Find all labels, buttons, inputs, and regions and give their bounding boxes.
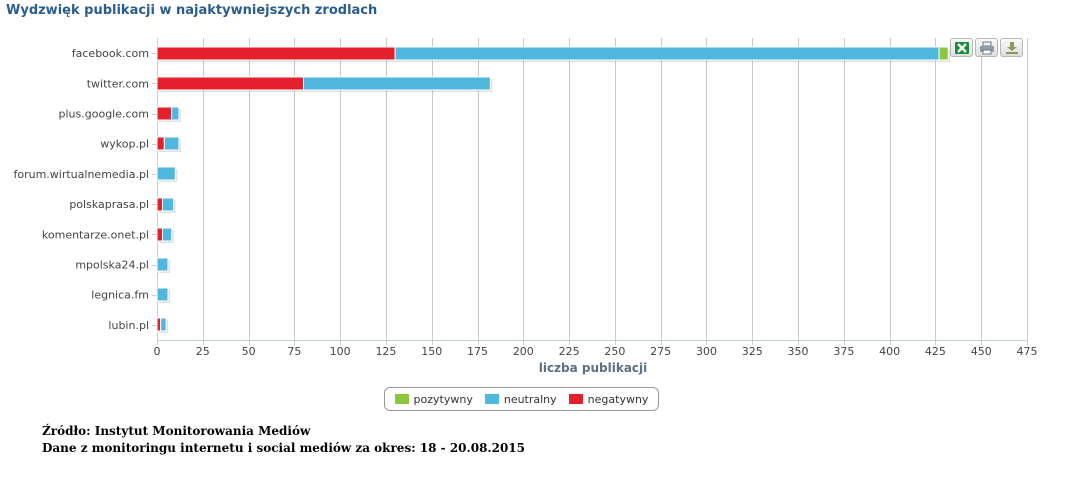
x-tick-label: 425: [925, 345, 946, 358]
x-tick-label: 475: [1017, 345, 1038, 358]
bar-segment-neutralny[interactable]: [303, 76, 491, 91]
bar-segment-pozytywny[interactable]: [938, 46, 949, 61]
bar-segment-neutralny[interactable]: [156, 287, 169, 302]
x-tick-labels: 0 25 50 75 100 125 150 175 200 225 250 275 300 325 350…: [154, 345, 1038, 358]
x-tick-label: 225: [559, 345, 580, 358]
chart-title: Wydzwięk publikacji w najaktywniejszych …: [6, 3, 378, 18]
legend-item-neutralny[interactable]: neutralny: [484, 392, 557, 406]
y-tick-labels: facebook.com twitter.com plus.google.com wy…: [13, 47, 149, 332]
x-tick-label: 200: [513, 345, 534, 358]
bar-segment-negatywny[interactable]: [156, 136, 165, 151]
bar-segment-neutralny[interactable]: [161, 197, 174, 212]
bar-segment-neutralny[interactable]: [394, 46, 940, 61]
source-note: Źródło: Instytut Monitorowania Mediów Da…: [42, 423, 525, 457]
category-label: legnica.fm: [91, 289, 149, 302]
x-tick-label: 450: [971, 345, 992, 358]
bars: [156, 46, 951, 333]
bar-chart: facebook.com twitter.com plus.google.com wy…: [13, 38, 1038, 375]
download-icon: [1005, 41, 1018, 54]
category-label: wykop.pl: [100, 138, 149, 151]
bar-segment-neutralny[interactable]: [160, 317, 167, 332]
legend-item-negatywny[interactable]: negatywny: [568, 392, 649, 406]
legend-item-pozytywny[interactable]: pozytywny: [394, 392, 473, 406]
legend-swatch-neutralny: [484, 394, 499, 404]
x-tick-label: 375: [833, 345, 854, 358]
legend-label-pozytywny: pozytywny: [413, 392, 473, 406]
x-tick-label: 25: [196, 345, 210, 358]
legend-swatch-pozytywny: [394, 394, 409, 404]
legend-label-negatywny: negatywny: [587, 392, 649, 406]
bar-segment-neutralny[interactable]: [163, 136, 180, 151]
bar-segment-negatywny[interactable]: [156, 317, 162, 332]
category-label: twitter.com: [87, 77, 149, 90]
bar-segment-neutralny[interactable]: [161, 227, 173, 242]
x-tick-label: 400: [879, 345, 900, 358]
category-label: plus.google.com: [59, 108, 149, 121]
excel-icon: [954, 41, 969, 54]
print-button[interactable]: [975, 38, 998, 57]
export-excel-button[interactable]: [950, 38, 973, 57]
chart-legend: pozytywny neutralny negatywny: [384, 387, 659, 411]
source-line-2: Dane z monitoringu internetu i social me…: [42, 441, 525, 455]
x-tick-label: 100: [330, 345, 351, 358]
category-label: komentarze.onet.pl: [42, 228, 149, 241]
bar-segment-negatywny[interactable]: [156, 76, 305, 91]
x-axis-title: liczba publikacji: [539, 361, 648, 375]
x-tick-label: 250: [604, 345, 625, 358]
chart-toolbar: [950, 38, 1023, 57]
x-tick-label: 0: [154, 345, 161, 358]
x-tick-label: 325: [742, 345, 763, 358]
x-tick-label: 125: [375, 345, 396, 358]
category-label: mpolska24.pl: [75, 259, 149, 272]
bar-segment-negatywny[interactable]: [156, 197, 163, 212]
bar-segment-negatywny[interactable]: [156, 46, 396, 61]
download-button[interactable]: [1000, 38, 1023, 57]
x-tick-label: 50: [242, 345, 256, 358]
legend-swatch-negatywny: [568, 394, 583, 404]
bar-segment-neutralny[interactable]: [156, 257, 169, 272]
legend-label-neutralny: neutralny: [503, 392, 557, 406]
bar-segment-neutralny[interactable]: [171, 106, 180, 121]
x-tick-label: 175: [467, 345, 488, 358]
x-tick-label: 300: [696, 345, 717, 358]
source-line-1: Źródło: Instytut Monitorowania Mediów: [42, 424, 311, 438]
x-tick-label: 275: [650, 345, 671, 358]
print-icon: [979, 41, 994, 54]
category-label: polskaprasa.pl: [69, 198, 149, 211]
category-label: facebook.com: [72, 47, 149, 60]
x-tick-label: 75: [287, 345, 301, 358]
bar-segment-negatywny[interactable]: [156, 227, 163, 242]
category-label: lubin.pl: [108, 319, 149, 332]
bar-segment-neutralny[interactable]: [156, 166, 176, 181]
category-label: forum.wirtualnemedia.pl: [13, 168, 149, 181]
x-tick-label: 350: [788, 345, 809, 358]
x-tick-label: 150: [421, 345, 442, 358]
grid-lines: [203, 38, 1028, 340]
bar-segment-negatywny[interactable]: [156, 106, 173, 121]
